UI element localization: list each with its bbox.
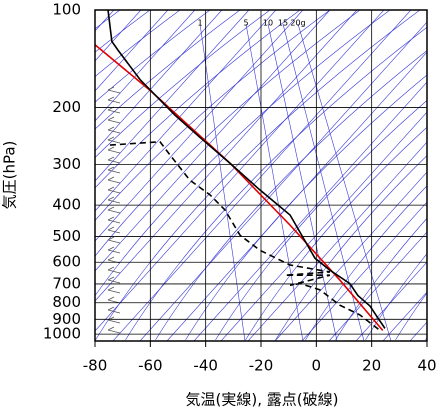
barb <box>108 290 120 293</box>
adiabat <box>0 10 210 340</box>
barb <box>108 227 114 230</box>
x-tick-label: -60 <box>138 357 163 375</box>
isotherm <box>410 10 436 341</box>
x-tick-label: 20 <box>362 357 381 375</box>
mixing-ratio-line <box>268 24 337 341</box>
y-tick-label: 700 <box>52 274 81 292</box>
barb <box>108 97 114 100</box>
y-tick-label: 300 <box>52 155 81 173</box>
barb <box>108 117 114 120</box>
isotherm <box>0 10 222 341</box>
isotherm <box>86 10 384 341</box>
barb <box>108 257 114 260</box>
data-line <box>95 45 383 331</box>
mixing-ratio-label: 1 <box>197 19 202 28</box>
barb <box>108 307 114 310</box>
y-tick-label: 800 <box>52 293 81 311</box>
barb <box>108 87 114 90</box>
barb <box>108 110 120 113</box>
barb <box>108 310 120 313</box>
y-tick-label: 1000 <box>43 325 81 343</box>
barb <box>108 267 114 270</box>
x-tick-label: 40 <box>417 357 436 375</box>
barb <box>108 190 120 193</box>
barb <box>108 250 120 253</box>
barb <box>108 247 114 250</box>
x-tick-label: -80 <box>83 357 108 375</box>
isotherm <box>113 10 411 341</box>
barb <box>108 240 120 243</box>
isotherm <box>248 10 436 341</box>
barb <box>108 177 114 180</box>
isotherm <box>5 10 303 341</box>
isotherm <box>0 10 276 341</box>
barb <box>108 197 114 200</box>
barb <box>108 137 114 140</box>
x-tick-label: -20 <box>249 357 274 375</box>
y-tick-label: 100 <box>52 1 81 19</box>
isotherm <box>383 10 436 341</box>
adiabat <box>0 10 270 340</box>
barb <box>108 287 114 290</box>
barb <box>108 217 114 220</box>
mixing-ratio-line <box>200 24 245 341</box>
barb <box>108 200 120 203</box>
wind-barbs <box>108 87 120 333</box>
barb <box>108 187 114 190</box>
mixing-ratio-label: 15 <box>278 19 288 28</box>
barb <box>108 297 114 300</box>
barb <box>108 147 114 150</box>
barb <box>108 330 120 333</box>
barb <box>108 210 120 213</box>
barb <box>108 140 120 143</box>
barb <box>108 150 120 153</box>
y-tick-label: 400 <box>52 196 81 214</box>
isotherm <box>0 10 195 341</box>
barb <box>108 90 120 93</box>
isotherm <box>0 10 168 341</box>
barb <box>108 320 120 323</box>
barb <box>108 327 114 330</box>
x-tick-label: -40 <box>193 357 218 375</box>
mixing-ratio-label: 10 <box>263 19 273 28</box>
barb <box>108 100 120 103</box>
barb <box>108 280 120 283</box>
x-tick-label: 0 <box>312 357 322 375</box>
barb <box>108 220 120 223</box>
barb <box>108 180 120 183</box>
adiabat <box>0 10 180 340</box>
isotherm <box>140 10 436 341</box>
barb <box>108 127 114 130</box>
barb <box>108 160 120 163</box>
isotherm <box>194 10 436 341</box>
barb <box>108 237 114 240</box>
isotherm <box>221 10 436 341</box>
y-tick-label: 600 <box>52 253 81 271</box>
y-tick-label: 500 <box>52 227 81 245</box>
barb <box>108 207 114 210</box>
barb <box>108 120 120 123</box>
mixing-ratio-label: 20g <box>290 19 305 28</box>
isotherm <box>167 10 436 341</box>
data-line <box>108 10 385 328</box>
adiabat <box>126 10 436 340</box>
mixing-ratio-label: 5 <box>243 19 248 28</box>
barb <box>108 230 120 233</box>
barb <box>108 277 114 280</box>
barb <box>108 157 114 160</box>
x-axis-label: 気温(実線), 露点(破線) <box>186 391 339 409</box>
isotherm <box>59 10 357 341</box>
y-tick-label: 200 <box>52 98 81 116</box>
barb <box>108 130 120 133</box>
y-axis-label: 気圧(hPa) <box>1 141 19 210</box>
